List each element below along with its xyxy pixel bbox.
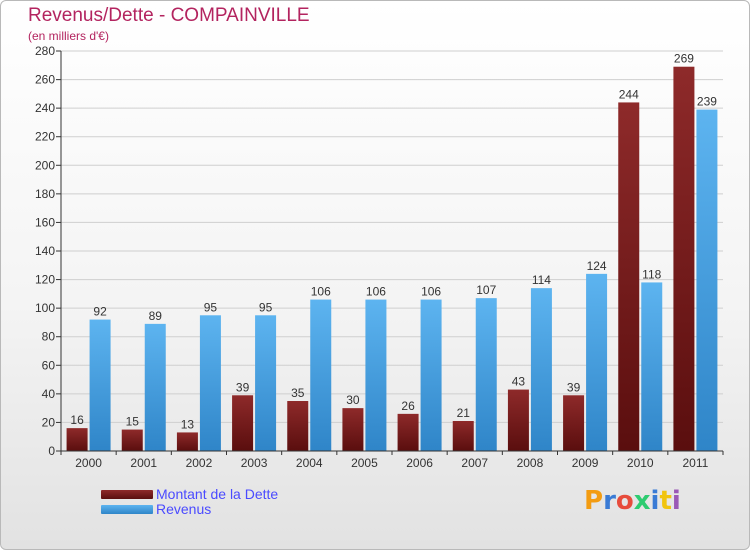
data-label: 106: [421, 285, 441, 299]
x-tick-label: 2005: [351, 456, 378, 470]
bar-debt: [452, 421, 474, 451]
bar-debt: [232, 395, 254, 451]
y-tick-label: 260: [35, 73, 55, 87]
y-tick-label: 40: [42, 387, 56, 401]
data-label: 16: [70, 413, 84, 427]
x-tick-label: 2004: [296, 456, 323, 470]
gridlines: [61, 50, 723, 423]
bar-debt: [287, 401, 309, 451]
x-tick-label: 2011: [683, 456, 709, 470]
data-label: 15: [126, 415, 140, 429]
bar-revenue: [530, 288, 552, 451]
y-tick-label: 120: [35, 273, 55, 287]
bar-debt: [121, 429, 143, 451]
legend-swatch-debt: [101, 490, 153, 499]
x-tick-label: 2002: [186, 456, 213, 470]
data-label: 118: [642, 267, 661, 281]
bar-debt: [563, 395, 585, 451]
data-label: 89: [149, 309, 163, 323]
data-label: 30: [346, 393, 360, 407]
bar-debt: [673, 66, 695, 451]
bars: 16 92 15 89 13 95 39 95 35 106 30 106 26 106 21 107 43 11…: [66, 52, 718, 452]
y-tick-label: 80: [42, 330, 56, 344]
x-tick-label: 2008: [517, 456, 544, 470]
x-tick-label: 2007: [461, 456, 488, 470]
y-tick-label: 100: [35, 301, 55, 315]
data-label: 269: [674, 52, 694, 66]
data-label: 106: [366, 285, 386, 299]
x-tick-label: 2010: [627, 456, 654, 470]
bar-revenue: [641, 282, 663, 451]
logo-letter: t: [659, 486, 672, 516]
chart-title: Revenus/Dette - COMPAINVILLE: [28, 5, 310, 26]
bar-revenue: [696, 109, 718, 452]
data-label: 124: [587, 259, 607, 273]
bar-debt: [176, 432, 198, 451]
y-tick-label: 220: [35, 130, 55, 144]
bar-debt: [342, 408, 364, 451]
y-tick-label: 240: [35, 101, 55, 115]
y-tick-label: 20: [42, 415, 56, 429]
bar-revenue: [310, 299, 332, 451]
proxiti-logo: Proxiti: [584, 486, 694, 526]
bar-debt: [66, 428, 88, 451]
data-label: 239: [697, 95, 717, 109]
bar-debt: [397, 413, 419, 451]
y-tick-label: 60: [42, 358, 56, 372]
data-label: 21: [457, 406, 471, 420]
x-tick-label: 2006: [406, 456, 433, 470]
data-label: 95: [259, 300, 273, 314]
data-label: 39: [567, 380, 581, 394]
x-tick-label: 2000: [75, 456, 102, 470]
y-tick-label: 280: [35, 44, 55, 58]
x-axis: 2000 2001 2002 2003 2004 2005 2006 2007 2008 2009…: [60, 450, 724, 470]
y-axis: 0 20 40 60 80 100 120 140 160 180 200 220 240 260 280: [35, 44, 62, 458]
bar-revenue: [475, 298, 497, 451]
logo-letter: i: [650, 486, 660, 516]
bar-debt: [507, 389, 529, 451]
bar-revenue: [255, 315, 277, 451]
logo-letter: i: [671, 486, 681, 516]
data-label: 114: [532, 273, 551, 287]
y-tick-label: 0: [48, 444, 55, 458]
y-tick-label: 160: [35, 215, 55, 229]
data-label: 106: [311, 285, 331, 299]
legend-label-debt: Montant de la Dette: [156, 486, 279, 502]
x-tick-label: 2009: [572, 456, 599, 470]
bar-revenue: [199, 315, 221, 451]
logo-letter: r: [603, 486, 616, 516]
data-label: 43: [512, 375, 526, 389]
data-label: 13: [181, 417, 195, 431]
x-tick-label: 2003: [241, 456, 268, 470]
data-label: 35: [291, 386, 305, 400]
data-label: 107: [476, 283, 496, 297]
chart-subtitle: (en milliers d'€): [28, 29, 109, 43]
legend-swatch-revenue: [101, 505, 153, 514]
data-label: 39: [236, 380, 250, 394]
y-tick-label: 140: [35, 244, 55, 258]
bar-revenue: [586, 273, 608, 451]
logo-letter: P: [584, 486, 604, 516]
data-label: 92: [93, 305, 107, 319]
data-label: 95: [204, 300, 218, 314]
data-label: 26: [401, 399, 415, 413]
bar-revenue: [365, 299, 387, 451]
data-label: 244: [619, 87, 639, 101]
logo-letter: o: [615, 486, 634, 516]
x-tick-label: 2001: [130, 456, 157, 470]
legend-label-revenue: Revenus: [156, 501, 212, 517]
bar-debt: [618, 102, 640, 451]
bar-revenue: [420, 299, 442, 451]
bar-revenue: [89, 319, 111, 451]
y-tick-label: 200: [35, 158, 55, 172]
bar-revenue: [144, 323, 166, 451]
y-tick-label: 180: [35, 187, 55, 201]
logo-letter: x: [633, 486, 651, 516]
